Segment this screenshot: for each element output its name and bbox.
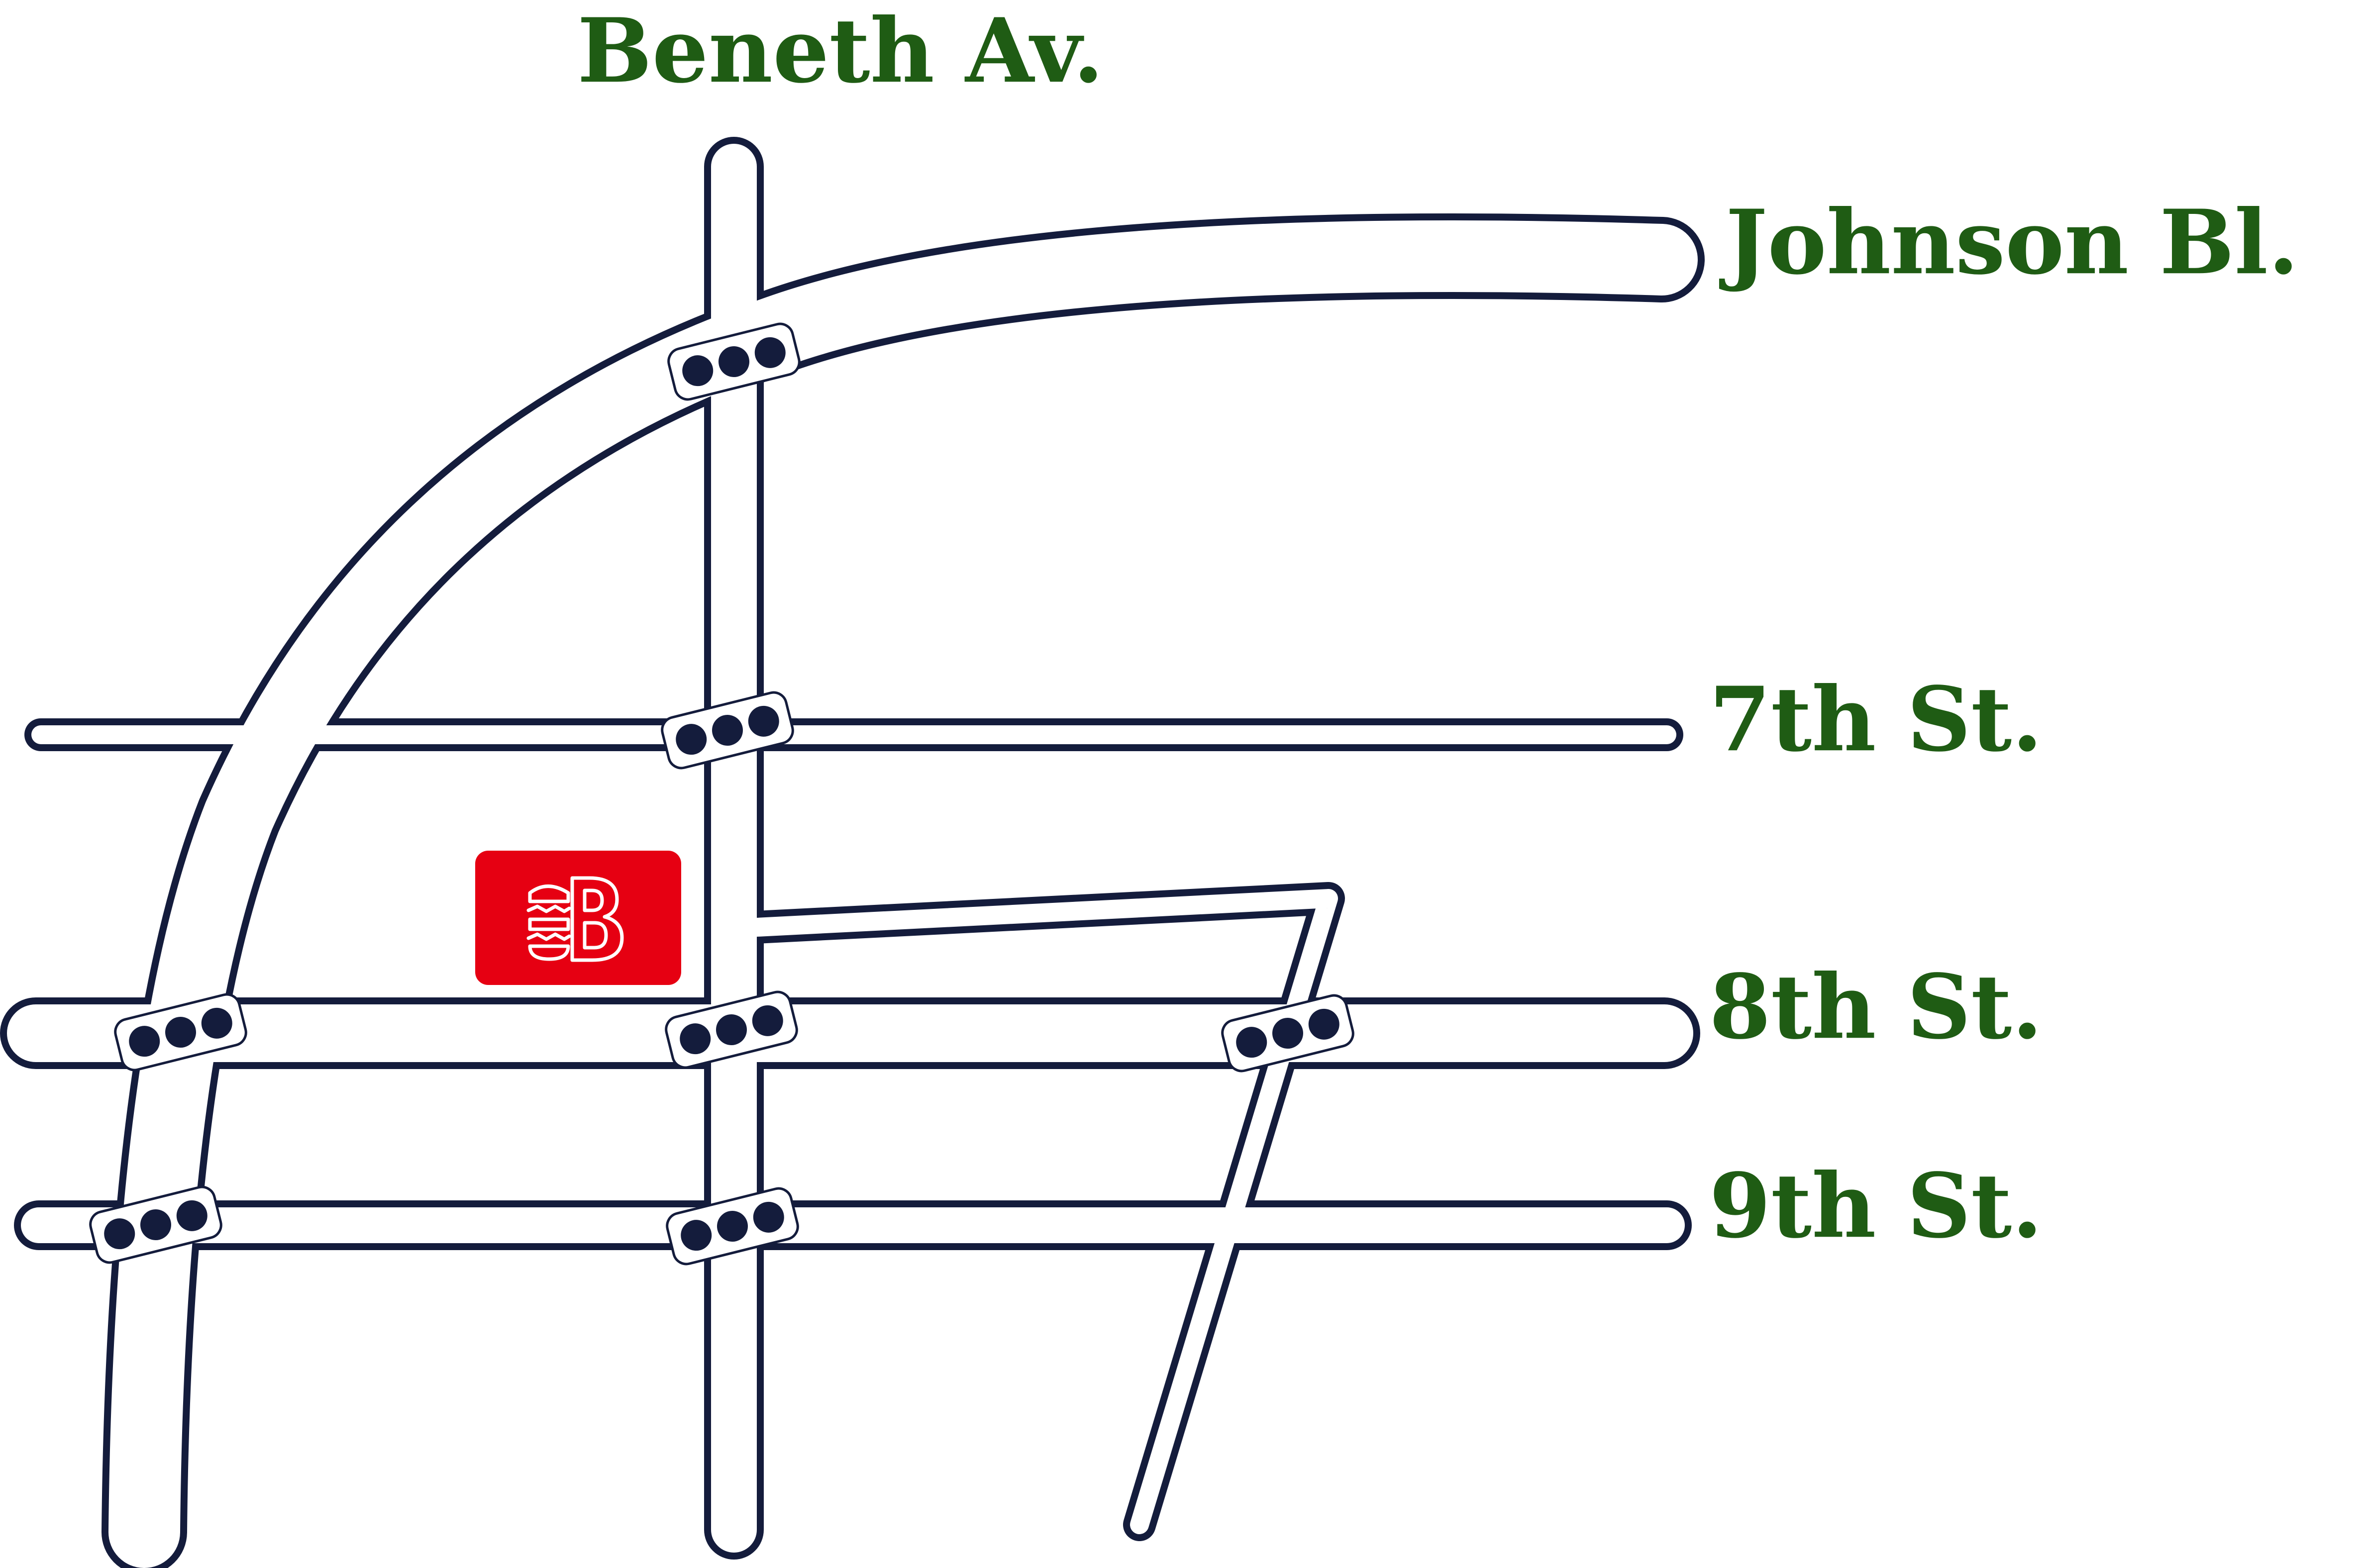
johnson-bl-road-outline [102,213,1705,1568]
johnson-bl-label: Johnson Bl. [1719,190,2299,294]
traffic-light-curve-9th [89,1185,222,1264]
traffic-light-diagonal-8th [1221,994,1354,1073]
beneth-av-label: Beneth Av. [577,0,1104,102]
store-marker-background [475,851,681,985]
9th-st-label: 9th St. [1709,1154,2043,1258]
7th-st-label: 7th St. [1709,667,2043,771]
traffic-light-beneth-7th [661,691,794,770]
street-labels: Beneth Av. Johnson Bl. 7th St. 8th St. 9… [577,0,2299,1258]
store-marker[interactable] [475,851,681,985]
traffic-light-beneth-johnson [667,322,801,401]
traffic-light-beneth-9th [666,1187,799,1266]
diagonal-road [737,889,1338,1534]
traffic-light-beneth-8th [665,990,798,1069]
road-fills [7,144,1698,1568]
8th-st-label: 8th St. [1709,955,2043,1059]
johnson-bl-road [108,220,1698,1568]
burger-shop-logo-icon [526,876,624,962]
traffic-light-curve-8th [114,993,247,1072]
traffic-lights [89,322,1354,1266]
road-outlines [0,137,1705,1568]
